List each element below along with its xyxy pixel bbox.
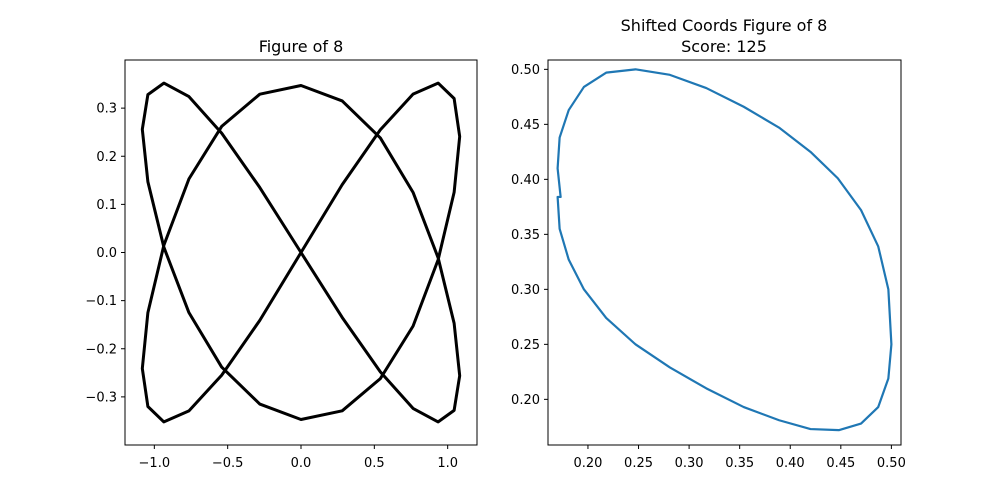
- right-y-tick-label: 0.35: [511, 228, 540, 243]
- right-series-0-curve: [556, 68, 893, 432]
- right-x-tick-label: 0.20: [573, 456, 602, 471]
- right-y-tick-label: 0.25: [511, 338, 540, 353]
- left-y-tick-label: −0.3: [85, 390, 117, 405]
- left-plot: Figure of 8 −1.0 −0.5 0.0 0.5 1.0 −0.3−0.2−0…: [85, 37, 478, 471]
- right-plot-score: Score: 125: [681, 37, 767, 56]
- right-plot-frame: [547, 59, 902, 446]
- left-y-ticks: −0.3 −0.2 −0.1 0.0 0.1 0.2 0.3: [85, 102, 125, 405]
- right-y-tick-label: 0.20: [511, 393, 540, 408]
- right-y-tick-label: 0.45: [511, 118, 540, 133]
- left-x-tick-label: −0.5: [212, 456, 244, 471]
- right-y-tick-label: 0.30: [511, 283, 540, 298]
- right-y-tick-label: 0.50: [511, 63, 540, 78]
- right-x-tick-label: 0.40: [776, 456, 805, 471]
- left-y-tick-label: 0.0: [96, 246, 117, 261]
- right-x-tick-label: 0.25: [624, 456, 653, 471]
- left-x-ticks: −1.0 −0.5 0.0 0.5 1.0: [139, 445, 458, 471]
- right-x-ticks: 0.20 0.25 0.30 0.35 0.40 0.45 0.50: [573, 445, 906, 471]
- right-x-tick-label: 0.50: [877, 456, 906, 471]
- left-y-tick-label: −0.1: [85, 294, 117, 309]
- right-y-ticks: 0.20 0.25 0.30 0.35 0.40 0.45 0.50: [511, 63, 548, 408]
- left-y-tick-label: 0.2: [96, 150, 117, 165]
- left-x-tick-label: 1.0: [437, 456, 458, 471]
- left-y-tick-label: −0.2: [85, 342, 117, 357]
- left-x-tick-label: 0.0: [291, 456, 312, 471]
- right-curve-layer: [556, 68, 893, 432]
- left-curve-layer: [140, 81, 462, 424]
- right-x-tick-label: 0.45: [826, 456, 855, 471]
- right-plot: Shifted Coords Figure of 8 Score: 125 0.…: [511, 16, 906, 471]
- left-y-tick-label: 0.3: [96, 102, 117, 117]
- left-y-tick-label: 0.1: [96, 198, 117, 213]
- right-x-tick-label: 0.30: [675, 456, 704, 471]
- left-x-tick-label: 0.5: [364, 456, 385, 471]
- left-series-0-curve: [140, 81, 462, 424]
- left-plot-title: Figure of 8: [259, 37, 344, 56]
- right-x-tick-label: 0.35: [725, 456, 754, 471]
- right-y-tick-label: 0.40: [511, 173, 540, 188]
- left-x-tick-label: −1.0: [139, 456, 171, 471]
- right-plot-title: Shifted Coords Figure of 8: [621, 16, 828, 35]
